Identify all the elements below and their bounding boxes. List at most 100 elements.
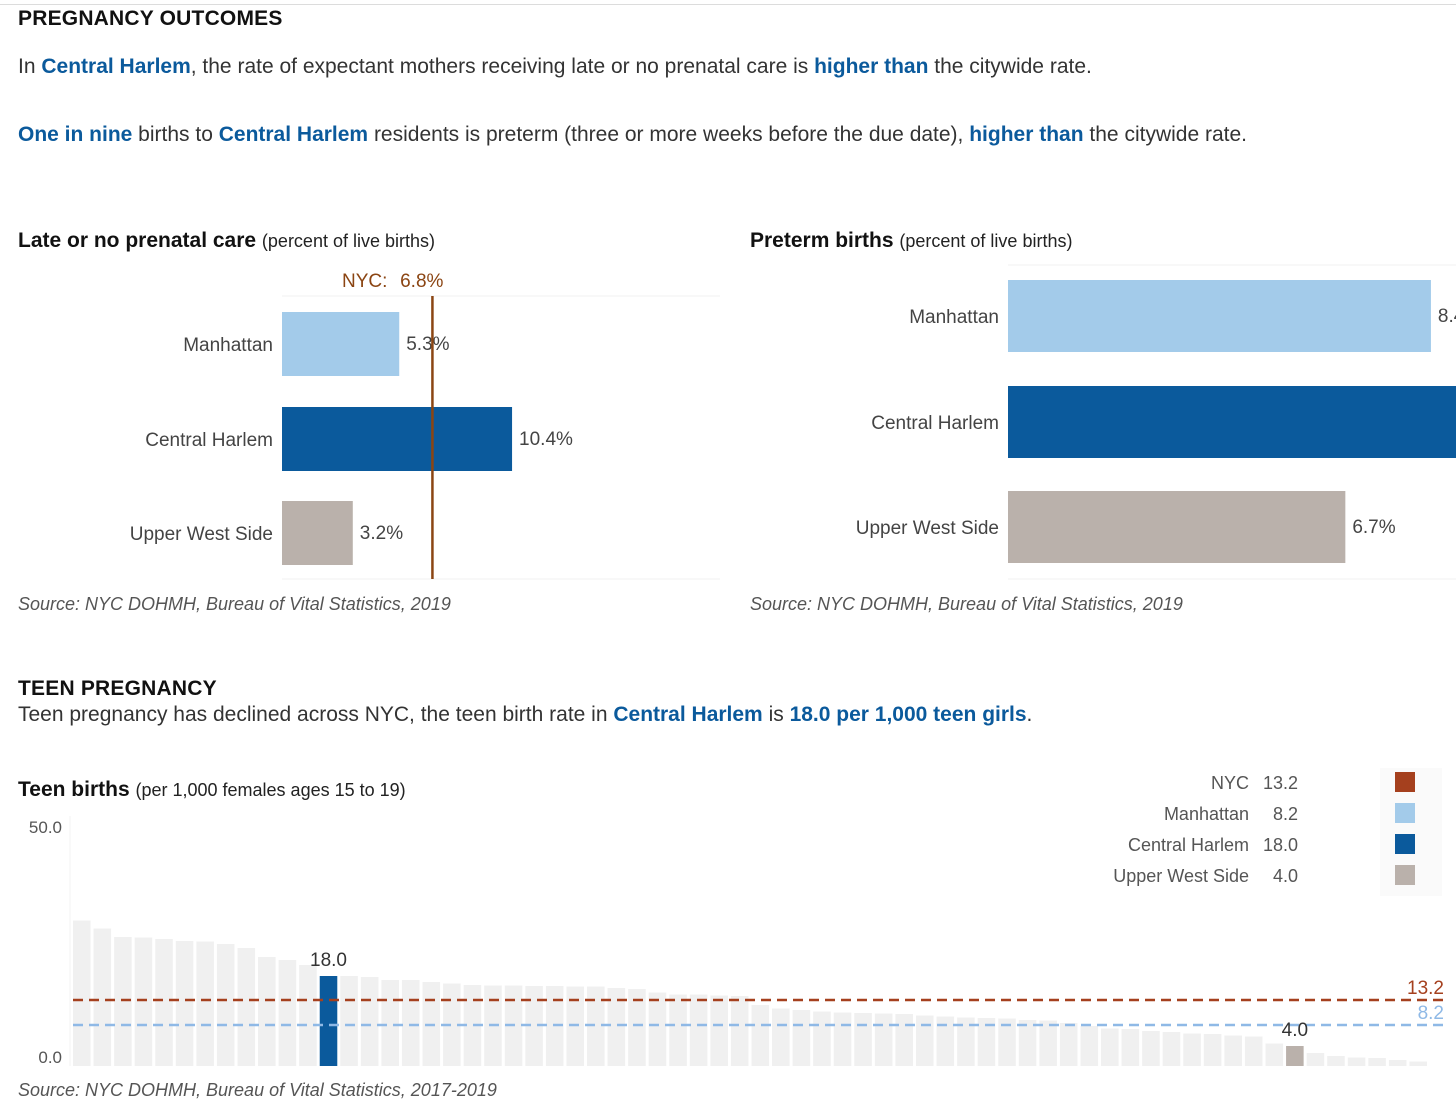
neighborhood-bar bbox=[998, 1018, 1016, 1066]
comparison-text: higher than bbox=[814, 55, 929, 78]
neighborhood-bar bbox=[936, 1016, 955, 1066]
neighborhood-bar bbox=[134, 937, 153, 1066]
neighborhood-bar bbox=[1018, 1020, 1037, 1066]
prenatal-care-chart: Manhattan 5.3% Central Harlem 10.4% Upper We… bbox=[130, 271, 720, 580]
neighborhood-bar bbox=[340, 976, 358, 1066]
neighborhood-bar bbox=[607, 988, 626, 1066]
neighborhood-bar bbox=[587, 986, 605, 1066]
neighborhood-bar bbox=[1059, 1023, 1078, 1066]
value-label-manhattan: 5.3% bbox=[406, 334, 449, 355]
neighborhood-bar bbox=[751, 1005, 770, 1066]
highlight-value-label: 4.0 bbox=[1282, 1020, 1308, 1041]
teen-rate: 18.0 per 1,000 teen girls bbox=[789, 703, 1027, 726]
neighborhood-bar bbox=[1183, 1033, 1201, 1066]
prenatal-chart-source: Source: NYC DOHMH, Bureau of Vital Stati… bbox=[18, 594, 451, 614]
legend-value-upper-west-side: 4.0 bbox=[1273, 866, 1298, 886]
bar-manhattan bbox=[1008, 280, 1431, 352]
highlight-value-label: 18.0 bbox=[310, 950, 347, 971]
legend-swatch-central-harlem bbox=[1395, 834, 1415, 854]
legend-value-nyc: 13.2 bbox=[1263, 773, 1298, 793]
teen-births-chart-source: Source: NYC DOHMH, Bureau of Vital Stati… bbox=[18, 1080, 497, 1100]
neighborhood-bar bbox=[648, 992, 667, 1066]
neighborhood-bar bbox=[1244, 1036, 1263, 1066]
legend-name-manhattan: Manhattan bbox=[1164, 804, 1249, 824]
neighborhood-bar bbox=[689, 994, 708, 1066]
bar-upper-west-side bbox=[1008, 491, 1346, 563]
prenatal-care-statement: In Central Harlem, the rate of expectant… bbox=[18, 55, 1092, 78]
teen-pregnancy-statement: Teen pregnancy has declined across NYC, … bbox=[18, 703, 1033, 726]
neighborhood-bar bbox=[854, 1013, 872, 1066]
teen-pregnancy-heading: TEEN PREGNANCY bbox=[18, 677, 217, 700]
bar-manhattan bbox=[282, 312, 400, 376]
reference-label-manhattan: 8.2 bbox=[1418, 1003, 1444, 1024]
teen-births-chart-title: Teen births (per 1,000 females ages 15 t… bbox=[18, 778, 406, 801]
neighborhood-bar bbox=[93, 928, 112, 1066]
neighborhood-bar bbox=[772, 1008, 790, 1066]
value-label-upper-west-side: 3.2% bbox=[360, 523, 403, 544]
value-label-manhattan: 8.4% bbox=[1438, 306, 1456, 327]
neighborhood-bar bbox=[874, 1013, 893, 1066]
legend-name-central-harlem: Central Harlem bbox=[1128, 835, 1249, 855]
neighborhood-bar bbox=[401, 980, 420, 1066]
neighborhood-bar bbox=[1347, 1057, 1366, 1066]
value-label-central-harlem: 10.4% bbox=[519, 429, 573, 450]
neighborhood-bar bbox=[443, 983, 461, 1066]
highlight-bar bbox=[1286, 1046, 1304, 1066]
neighborhood-bar bbox=[73, 920, 91, 1066]
neighborhood-bar bbox=[813, 1011, 831, 1066]
neighborhood-bar bbox=[1327, 1056, 1345, 1066]
legend-swatch-manhattan bbox=[1395, 803, 1415, 823]
neighborhood-bar bbox=[360, 977, 379, 1066]
neighborhood-bar bbox=[216, 944, 235, 1066]
neighborhood-bar bbox=[669, 994, 687, 1066]
neighborhood-bar bbox=[1101, 1028, 1119, 1066]
neighborhood-bar bbox=[114, 937, 132, 1066]
neighborhood-bar bbox=[155, 939, 173, 1066]
category-label-upper-west-side: Upper West Side bbox=[856, 518, 999, 539]
neighborhood-bar bbox=[525, 986, 543, 1066]
neighborhood-bar bbox=[196, 941, 214, 1066]
category-label-central-harlem: Central Harlem bbox=[145, 430, 273, 451]
neighborhood-bar bbox=[1142, 1031, 1160, 1066]
preterm-statement: One in nine births to Central Harlem res… bbox=[18, 123, 1247, 146]
neighborhood-bar bbox=[1265, 1043, 1284, 1066]
neighborhood-bar bbox=[792, 1010, 811, 1066]
comparison-text: higher than bbox=[969, 123, 1084, 146]
category-label-central-harlem: Central Harlem bbox=[871, 413, 999, 434]
neighborhood-bar bbox=[299, 965, 317, 1066]
preterm-chart-title: Preterm births (percent of live births) bbox=[750, 229, 1073, 252]
neighborhood-bar bbox=[1203, 1034, 1222, 1066]
neighborhood-bar bbox=[1080, 1026, 1099, 1066]
y-tick-top: 50.0 bbox=[29, 818, 62, 837]
legend-value-manhattan: 8.2 bbox=[1273, 804, 1298, 824]
area-name: Central Harlem bbox=[613, 703, 763, 726]
preterm-ratio: One in nine bbox=[18, 123, 133, 146]
area-name: Central Harlem bbox=[218, 123, 369, 146]
neighborhood-bar bbox=[1121, 1029, 1140, 1066]
neighborhood-bar bbox=[1306, 1053, 1325, 1066]
highlight-bar bbox=[319, 976, 338, 1066]
nyc-reference-label: 6.8% bbox=[400, 271, 443, 292]
neighborhood-bar bbox=[381, 980, 399, 1066]
preterm-chart-source: Source: NYC DOHMH, Bureau of Vital Stati… bbox=[750, 594, 1183, 614]
legend-name-nyc: NYC bbox=[1211, 773, 1249, 793]
legend-value-central-harlem: 18.0 bbox=[1263, 835, 1298, 855]
neighborhood-bar bbox=[1224, 1035, 1242, 1066]
top-divider bbox=[0, 4, 1456, 5]
area-name: Central Harlem bbox=[41, 55, 191, 78]
legend-name-upper-west-side: Upper West Side bbox=[1113, 866, 1249, 886]
value-label-upper-west-side: 6.7% bbox=[1352, 517, 1395, 538]
bar-central-harlem bbox=[1008, 386, 1456, 458]
pregnancy-outcomes-heading: PREGNANCY OUTCOMES bbox=[18, 7, 283, 30]
neighborhood-bar bbox=[1368, 1058, 1386, 1066]
nyc-reference-prefix: NYC: bbox=[342, 271, 387, 292]
neighborhood-bar bbox=[915, 1015, 934, 1066]
neighborhood-bar bbox=[628, 989, 646, 1066]
neighborhood-bar bbox=[977, 1018, 996, 1066]
neighborhood-bar bbox=[258, 957, 276, 1066]
category-label-manhattan: Manhattan bbox=[909, 307, 999, 328]
neighborhood-bar bbox=[175, 941, 194, 1066]
neighborhood-bar bbox=[730, 996, 749, 1066]
teen-births-chart: 50.0 0.0 13.2 8.2 18.0 4.0 NYC 13.2 Manhattan 8.2… bbox=[29, 768, 1446, 1067]
